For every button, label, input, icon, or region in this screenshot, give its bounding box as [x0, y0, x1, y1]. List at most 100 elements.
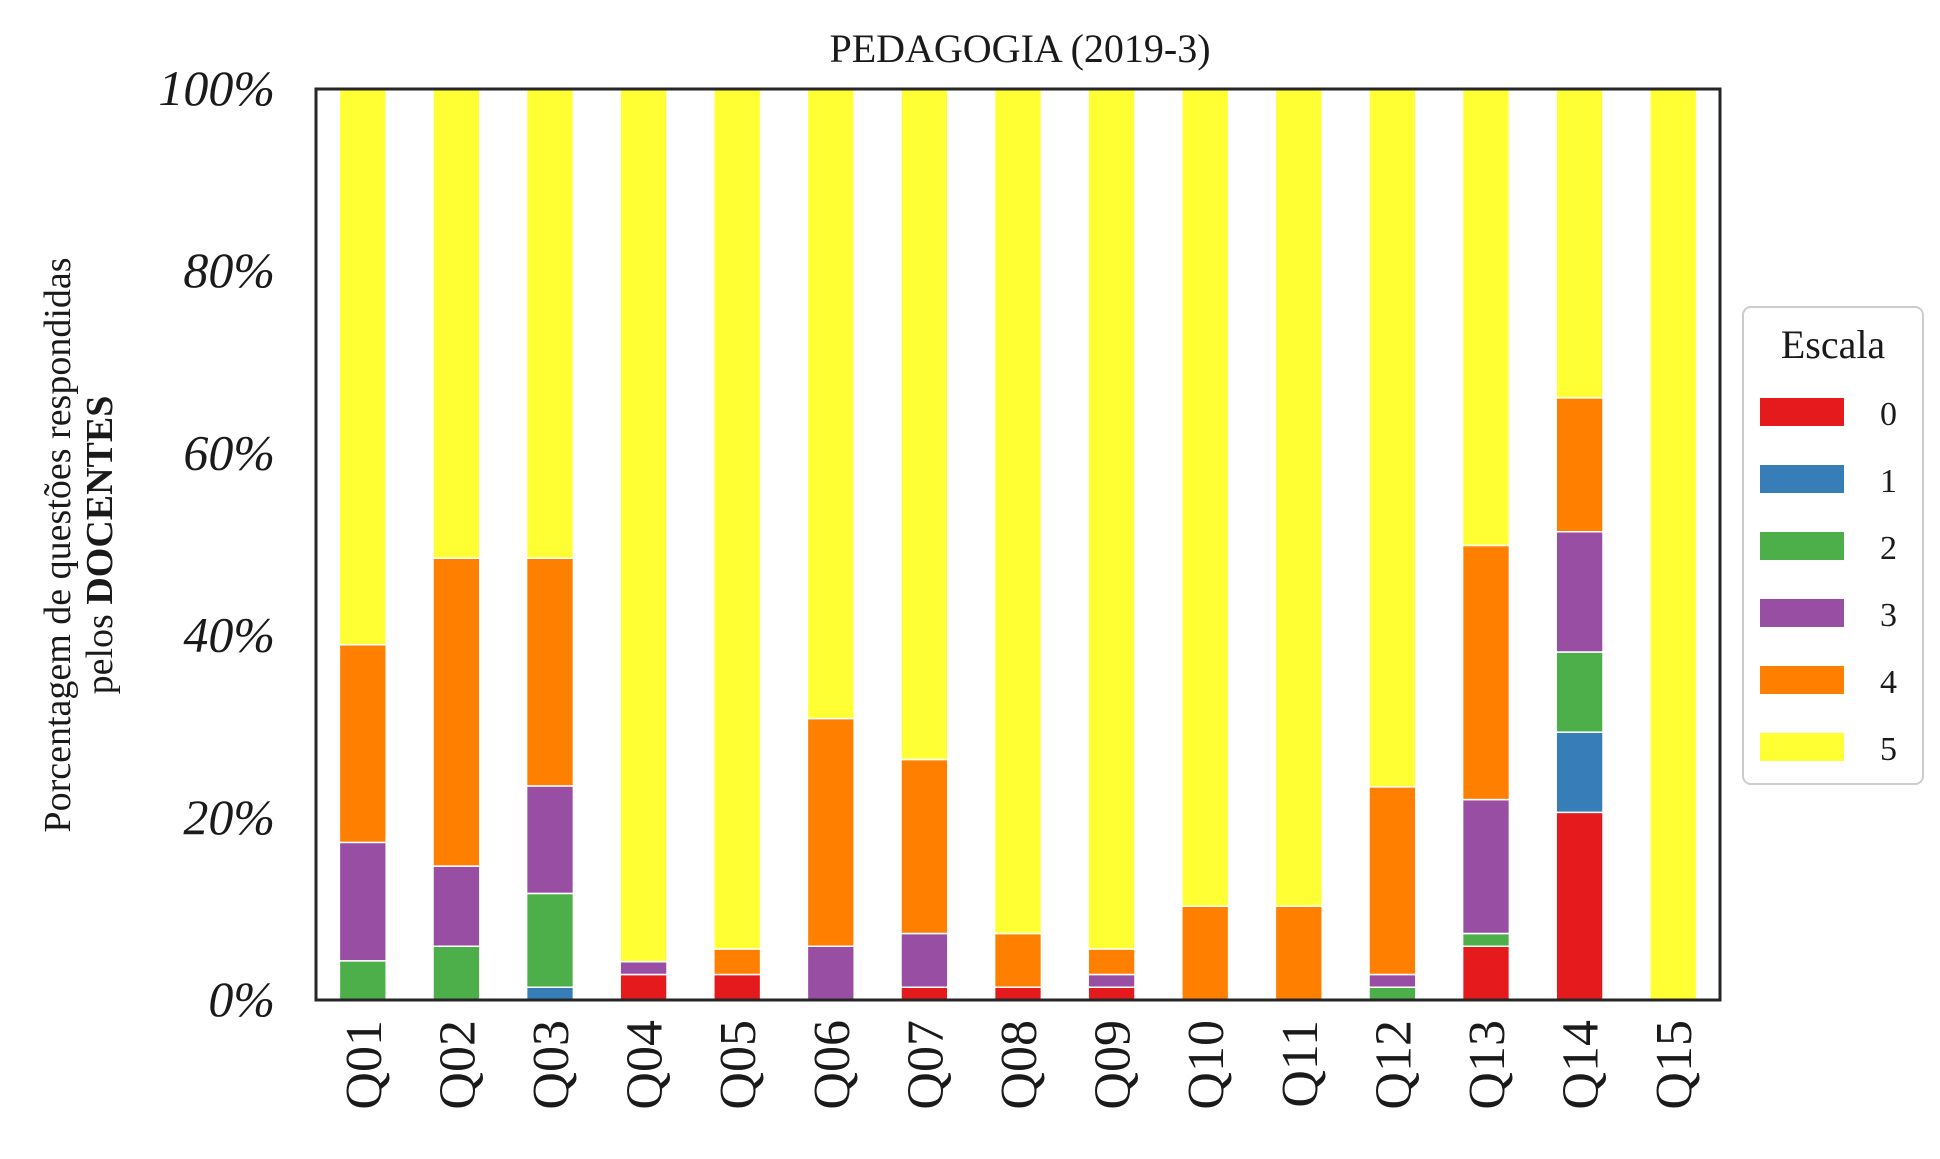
bar-q01-escala-3	[338, 841, 387, 962]
bars-group	[338, 88, 1698, 1001]
x-tick-label: Q09	[1085, 1020, 1142, 1110]
legend-swatch-0	[1760, 398, 1844, 426]
bar-q02-escala-5	[432, 88, 481, 559]
x-tick-label: Q06	[804, 1020, 861, 1110]
y-axis-label-line1: Porcentagem de questões respondidas	[37, 257, 79, 832]
bar-q04-escala-3	[619, 960, 668, 976]
bar-q12-escala-3	[1368, 973, 1417, 988]
bar-q14-escala-3	[1555, 530, 1604, 653]
bar-q12-escala-2	[1368, 986, 1417, 1001]
legend-label-5: 5	[1880, 731, 1897, 768]
y-tick-label: 80%	[183, 242, 275, 298]
bar-q04-escala-0	[619, 973, 668, 1001]
x-tick-label: Q12	[1365, 1020, 1422, 1110]
bar-q03-escala-3	[525, 785, 575, 895]
x-tick-label: Q14	[1553, 1020, 1610, 1110]
bar-q10-escala-5	[1181, 88, 1230, 907]
bar-q07-escala-3	[900, 932, 949, 988]
legend-label-3: 3	[1880, 597, 1897, 634]
legend: Escala 0 1 2 3 4 5	[1742, 306, 1924, 785]
bar-q14-escala-1	[1555, 731, 1604, 814]
y-tick-label: 0%	[208, 971, 275, 1027]
x-tick-label: Q02	[429, 1020, 486, 1110]
legend-swatch-5	[1760, 733, 1844, 761]
chart-title: PEDAGOGIA (2019-3)	[829, 26, 1210, 71]
bar-q14-escala-2	[1555, 651, 1604, 733]
bar-q01-escala-2	[338, 960, 387, 1001]
x-axis-ticks: Q01 Q02 Q03 Q04 Q05 Q06 Q07 Q08 Q09 Q10 Q11 Q12 Q13 Q…	[336, 1020, 1703, 1110]
bar-q05-escala-4	[713, 948, 762, 976]
x-tick-label: Q05	[710, 1020, 767, 1110]
legend-swatch-3	[1760, 599, 1844, 627]
bar-q07-escala-0	[900, 986, 949, 1001]
bar-q15-escala-5	[1649, 88, 1698, 1001]
x-tick-label: Q07	[897, 1020, 954, 1110]
bar-q01-escala-5	[338, 88, 387, 646]
bar-q08-escala-0	[993, 986, 1043, 1001]
bar-q09-escala-0	[1087, 986, 1136, 1001]
bar-q12-escala-4	[1368, 786, 1417, 976]
bar-q14-escala-0	[1555, 811, 1604, 1001]
x-tick-label: Q11	[1272, 1020, 1329, 1108]
x-tick-label: Q03	[523, 1020, 580, 1110]
legend-items: 0 1 2 3 4 5	[1760, 396, 1897, 768]
bar-q03-escala-2	[525, 892, 575, 988]
bar-q09-escala-5	[1087, 88, 1136, 950]
bar-q13-escala-2	[1461, 932, 1511, 948]
bar-q03-escala-5	[525, 88, 575, 559]
bar-q02-escala-3	[432, 865, 481, 948]
bar-q06-escala-4	[806, 717, 855, 948]
bar-q13-escala-3	[1461, 798, 1511, 935]
y-tick-label: 40%	[183, 607, 275, 663]
bar-q02-escala-4	[432, 557, 481, 867]
legend-title: Escala	[1781, 322, 1886, 367]
bar-q13-escala-5	[1461, 88, 1511, 547]
bar-q13-escala-4	[1461, 544, 1511, 801]
bar-q14-escala-4	[1555, 397, 1604, 533]
bar-q13-escala-0	[1461, 945, 1511, 1001]
bar-q09-escala-4	[1087, 948, 1136, 976]
x-tick-label: Q10	[1178, 1020, 1235, 1110]
bar-q08-escala-4	[993, 932, 1043, 988]
legend-label-0: 0	[1880, 396, 1897, 433]
bar-q06-escala-5	[806, 88, 855, 720]
bar-q10-escala-4	[1181, 905, 1230, 1001]
bar-q07-escala-5	[900, 88, 949, 761]
bar-q08-escala-5	[993, 88, 1043, 935]
plot-frame	[314, 87, 1722, 1002]
legend-label-2: 2	[1880, 530, 1897, 567]
bar-q05-escala-0	[713, 973, 762, 1001]
bar-q06-escala-3	[806, 945, 855, 1001]
y-axis-label-line2: pelos DOCENTES	[79, 396, 121, 695]
bar-q14-escala-5	[1555, 88, 1604, 399]
legend-label-1: 1	[1880, 463, 1897, 500]
bar-q11-escala-4	[1274, 905, 1323, 1001]
x-tick-label: Q15	[1646, 1020, 1703, 1110]
legend-swatch-1	[1760, 465, 1844, 493]
x-tick-label: Q13	[1459, 1020, 1516, 1110]
y-axis-label-bold: DOCENTES	[79, 396, 121, 605]
x-tick-label: Q04	[617, 1020, 674, 1110]
bar-q01-escala-4	[338, 643, 387, 844]
bar-q05-escala-5	[713, 88, 762, 950]
y-axis-label-prefix: pelos	[79, 605, 121, 695]
legend-swatch-4	[1760, 666, 1844, 694]
bar-q03-escala-4	[525, 557, 575, 787]
bar-q09-escala-3	[1087, 973, 1136, 988]
legend-label-4: 4	[1880, 664, 1897, 701]
bar-q02-escala-2	[432, 945, 481, 1001]
x-tick-label: Q01	[336, 1020, 393, 1110]
legend-swatch-2	[1760, 532, 1844, 560]
x-tick-label: Q08	[991, 1020, 1048, 1110]
bar-q03-escala-1	[525, 986, 575, 1001]
bar-q07-escala-4	[900, 758, 949, 935]
bar-q11-escala-5	[1274, 88, 1323, 907]
y-tick-label: 100%	[158, 60, 275, 116]
y-axis-label: Porcentagem de questões respondidas pelo…	[37, 257, 121, 832]
y-tick-label: 20%	[183, 789, 275, 845]
bar-q04-escala-5	[619, 88, 668, 963]
y-tick-label: 60%	[183, 424, 275, 480]
bar-q12-escala-5	[1368, 88, 1417, 788]
y-axis-ticks: 0% 20% 40% 60% 80% 100%	[158, 60, 275, 1027]
